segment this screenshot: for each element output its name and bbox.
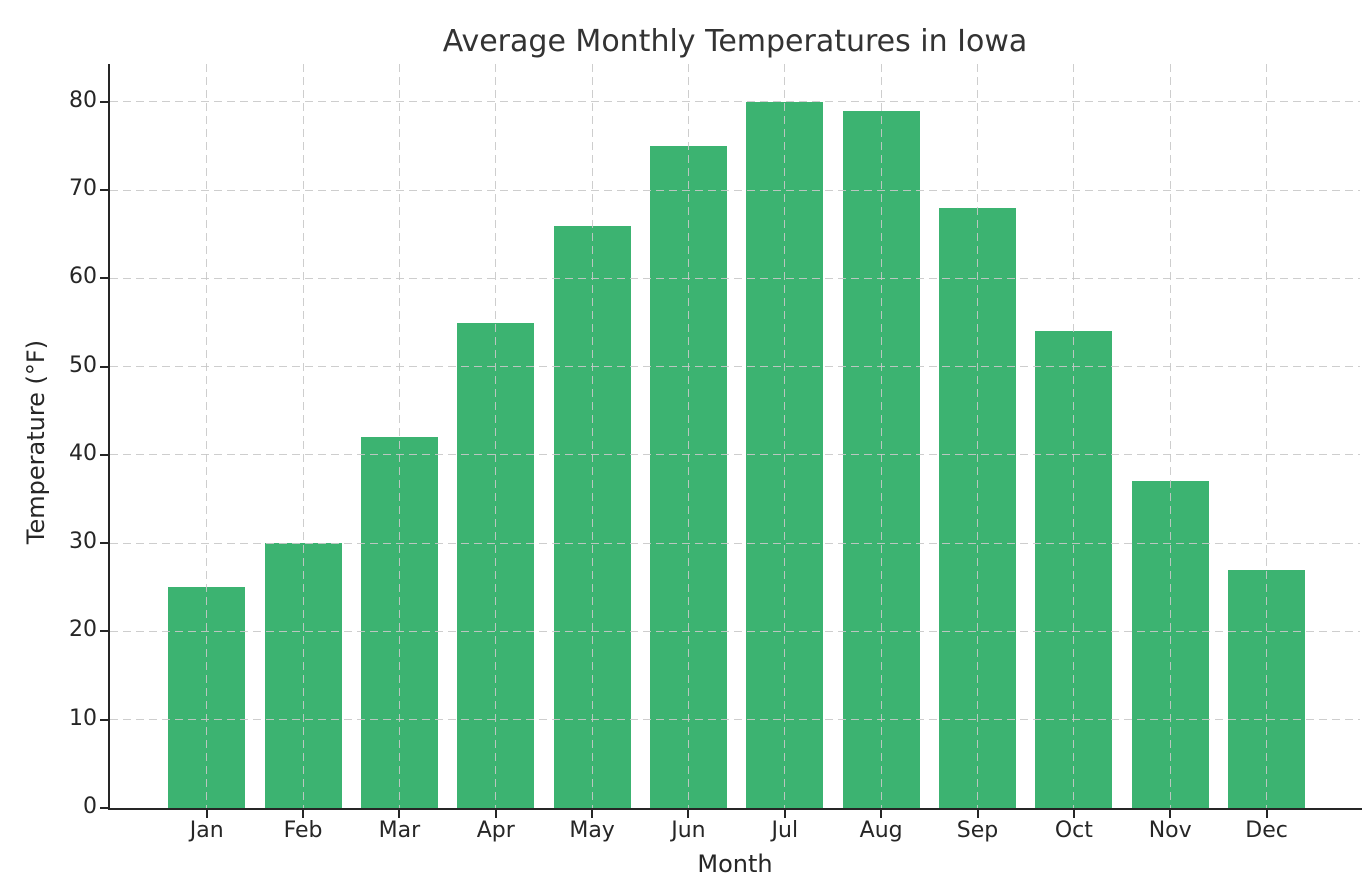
v-gridline	[302, 64, 304, 808]
y-tick	[100, 277, 108, 280]
y-tick-label: 50	[69, 352, 97, 378]
y-tick	[100, 453, 108, 456]
x-tick-label-oct: Oct	[1054, 818, 1093, 843]
y-tick-label: 10	[69, 705, 97, 731]
h-gridline	[110, 630, 1360, 632]
v-gridline	[206, 64, 208, 808]
v-gridline	[591, 64, 593, 808]
y-tick	[100, 630, 108, 633]
x-tick	[880, 810, 883, 818]
y-tick-label: 80	[69, 87, 97, 113]
y-tick	[100, 365, 108, 368]
v-gridline	[977, 64, 978, 808]
y-tick	[100, 100, 108, 103]
x-tick-label-dec: Dec	[1245, 818, 1288, 843]
x-axis-spine	[108, 808, 1362, 810]
h-gridline	[110, 719, 1360, 721]
x-tick-label-mar: Mar	[378, 818, 421, 843]
h-gridline	[110, 542, 1360, 544]
x-tick-label-jun: Jun	[671, 818, 706, 843]
plot-area: 0 10 20 30 40 50 60 70 80 Jan Feb Mar Apr May Jun Jul Au…	[69, 64, 1362, 843]
x-tick-label-nov: Nov	[1148, 818, 1192, 843]
h-gridline	[110, 366, 1360, 368]
x-tick	[398, 810, 401, 818]
y-tick-label: 60	[69, 264, 97, 290]
x-tick-label-apr: Apr	[476, 818, 515, 843]
x-tick-label-sep: Sep	[956, 818, 999, 843]
x-tick	[1265, 810, 1268, 818]
x-tick	[302, 810, 305, 818]
y-tick-label: 40	[69, 440, 97, 466]
v-gridline	[1169, 64, 1171, 808]
v-gridline	[1266, 64, 1268, 808]
y-tick	[100, 189, 108, 192]
h-gridline	[110, 277, 1360, 279]
x-tick-label-feb: Feb	[283, 818, 323, 843]
chart-title: Average Monthly Temperatures in Iowa	[442, 24, 1028, 59]
x-tick	[591, 810, 594, 818]
h-gridline	[110, 454, 1360, 456]
v-gridline	[1073, 64, 1075, 808]
h-gridline	[110, 101, 1360, 103]
v-gridline	[687, 64, 689, 808]
v-gridline	[398, 64, 400, 808]
h-gridline	[110, 189, 1360, 191]
x-tick	[783, 810, 786, 818]
y-tick	[100, 807, 108, 809]
x-tick	[976, 810, 979, 818]
y-axis-spine	[108, 64, 110, 810]
x-tick-label-jan: Jan	[189, 818, 224, 843]
v-gridline	[880, 64, 882, 808]
x-tick	[205, 810, 208, 818]
y-tick-label: 70	[69, 176, 97, 202]
y-tick	[100, 542, 108, 545]
x-tick	[1072, 810, 1075, 818]
x-tick-label-may: May	[569, 818, 615, 843]
y-tick-label: 20	[69, 617, 97, 643]
y-tick-label: 30	[69, 529, 97, 555]
x-tick-label-aug: Aug	[859, 818, 903, 843]
x-axis-label: Month	[697, 850, 773, 878]
x-tick-label-jul: Jul	[771, 818, 799, 843]
v-gridline	[495, 64, 497, 808]
x-tick	[1169, 810, 1172, 818]
y-tick-label: 0	[83, 794, 97, 819]
x-tick	[687, 810, 690, 818]
y-tick	[100, 718, 108, 721]
x-tick	[494, 810, 497, 818]
v-gridline	[784, 64, 786, 808]
